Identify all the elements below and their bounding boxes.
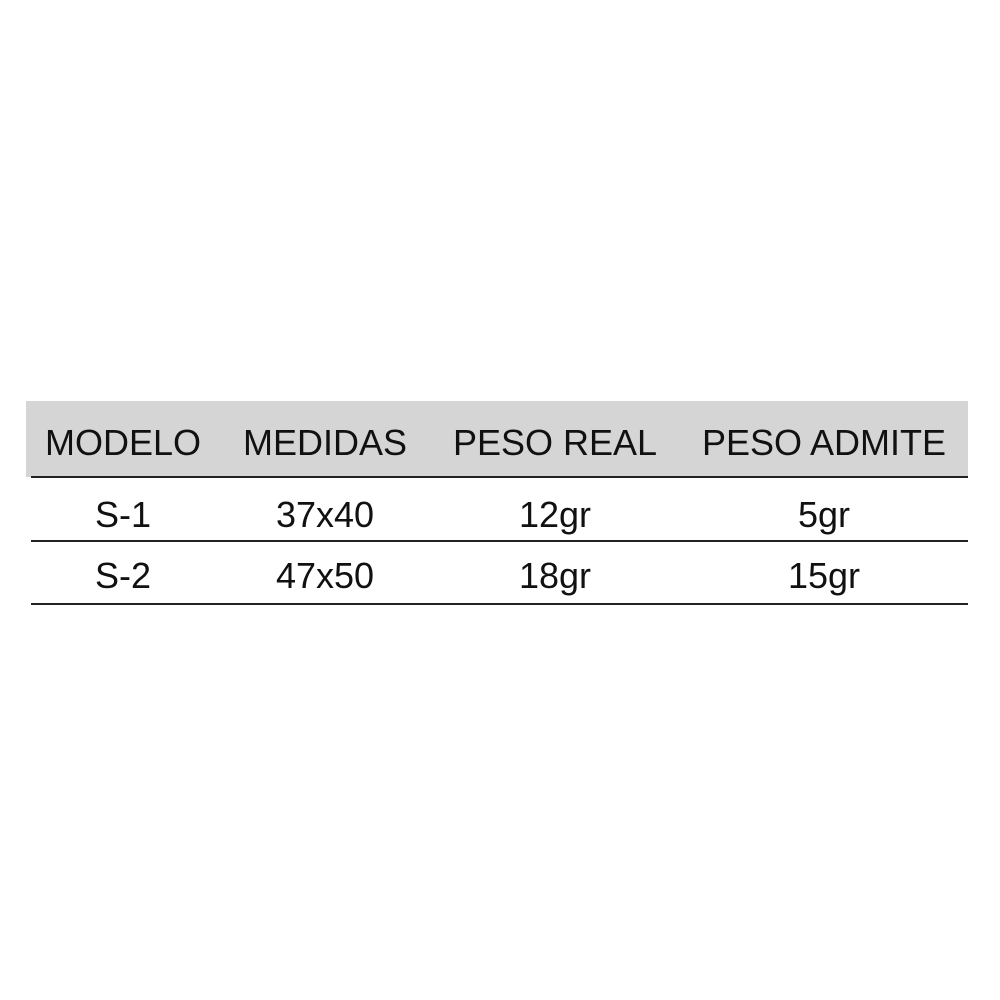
- header-medidas: MEDIDAS: [242, 422, 408, 463]
- table-header-row: MODELO MEDIDAS PESO REAL PESO ADMITE: [26, 422, 968, 464]
- header-peso-admite: PESO ADMITE: [701, 422, 947, 463]
- divider: [31, 540, 968, 542]
- cell-peso-admite: 15gr: [787, 555, 861, 596]
- table-row: S-1 37x40 12gr 5gr: [26, 494, 968, 536]
- divider: [31, 603, 968, 605]
- divider: [31, 476, 968, 478]
- cell-peso-admite: 5gr: [797, 494, 851, 535]
- cell-modelo: S-2: [94, 555, 152, 596]
- cell-medidas: 47x50: [275, 555, 375, 596]
- header-peso-real: PESO REAL: [452, 422, 658, 463]
- table-header-background: [26, 401, 968, 477]
- cell-peso-real: 12gr: [518, 494, 592, 535]
- header-modelo: MODELO: [44, 422, 202, 463]
- table-row: S-2 47x50 18gr 15gr: [26, 555, 968, 597]
- cell-medidas: 37x40: [275, 494, 375, 535]
- cell-peso-real: 18gr: [518, 555, 592, 596]
- cell-modelo: S-1: [94, 494, 152, 535]
